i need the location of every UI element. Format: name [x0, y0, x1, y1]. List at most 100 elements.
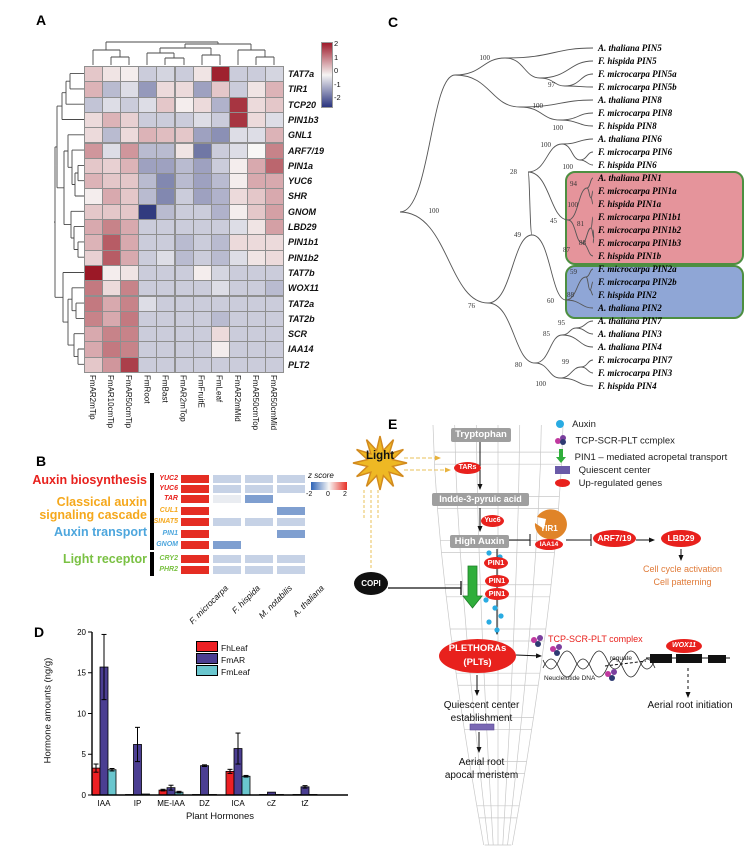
bootstrap-value: 100	[429, 207, 440, 215]
heatmap-row-label: ARF7/19	[288, 145, 325, 156]
panel-a-row-labels: TAT7a TIR1 TCP20 PIN1b3 GNL1 ARF7/19 PIN1a YUC6…	[288, 66, 343, 372]
high-auxin-box: High Auxin	[450, 535, 509, 548]
panel-b-cell	[181, 495, 209, 503]
heatmap-row-label: TAT7a	[288, 69, 315, 79]
tree-tip-label: F. microcarpa PIN1b3	[597, 238, 682, 248]
pin1-ellipse: PIN1	[484, 557, 508, 569]
panel-b-category-label: Auxin transport	[53, 525, 147, 539]
panel-b-category-bar	[150, 503, 154, 531]
copi-inhibition-line	[388, 581, 462, 595]
tree-tip-label: A. thaliana PIN4	[597, 342, 662, 352]
panel-a-heatmap	[84, 66, 285, 373]
quiescent-center-rect	[469, 723, 495, 731]
panel-b-cell	[213, 566, 241, 574]
colorbar-tick: 1	[334, 52, 339, 62]
tree-tip-label: F. microcarpa PIN8	[597, 108, 673, 118]
legend-row-fhleaf: FhLeaf	[196, 641, 248, 653]
colorbar-tick: -1	[334, 79, 341, 89]
y-tick-label: 20	[77, 628, 86, 637]
heatmap-col-label: FmAR2mMid	[232, 375, 242, 422]
tree-tip-label: F. microcarpa PIN5a	[597, 69, 677, 79]
panel-b-category-label: Auxin biosynthesis	[32, 473, 147, 487]
bootstrap-value: 80	[515, 361, 523, 369]
tree-tip-label: F. hispida PIN5	[597, 56, 657, 66]
bootstrap-value: 81	[577, 220, 585, 228]
legend-quiescent: Quiescent center	[555, 465, 650, 476]
bootstrap-value: 45	[550, 217, 558, 225]
legend-row-fmleaf: FmLeaf	[196, 665, 250, 677]
fhleaf-label: FhLeaf	[221, 643, 248, 653]
dna-squiggle	[542, 650, 656, 678]
panel-b-cell	[277, 475, 305, 483]
panel-d-y-axis-label: Hormone amounts (ng/g)	[42, 657, 54, 764]
tir1-label: TIR1	[540, 524, 558, 533]
tree-tip-label: F. hispida PIN1b	[597, 251, 662, 261]
tree-tip-label: F. microcarpa PIN7	[597, 355, 673, 365]
heatmap-row-label: PIN1b2	[288, 252, 319, 263]
left-dendrogram	[54, 73, 84, 365]
panel-b-category-bar	[150, 529, 154, 550]
arm-line1: Aerial root	[458, 757, 505, 768]
bootstrap-value: 95	[558, 319, 566, 327]
tree-tip-label: F. microcarpa PIN6	[597, 147, 673, 157]
bootstrap-value: 99	[562, 358, 570, 366]
light-star-icon	[352, 435, 408, 491]
panel-b-gene-label: GNOM	[156, 541, 178, 548]
panel-c-phylogenetic-tree: A. thaliana PIN5 F. hispida PIN5 F. microc…	[399, 43, 744, 391]
heatmap-row-label: PIN1b3	[288, 114, 319, 125]
tree-tip-label: F. microcarpa PIN1a	[597, 186, 677, 196]
lbd29-ellipse: LBD29	[661, 530, 701, 547]
colorbar-tick: 0	[334, 66, 339, 76]
fmar-label: FmAR	[221, 655, 246, 665]
heatmap-row-label: GNOM	[288, 206, 316, 217]
x-category-label: DZ	[199, 799, 210, 808]
heatmap-row-label: GNL1	[288, 130, 313, 141]
heatmap-row-label: PLT2	[288, 359, 310, 370]
panel-b-cell	[181, 485, 209, 493]
bootstrap-value: 76	[468, 302, 476, 310]
bootstrap-value: 59	[570, 268, 578, 276]
tree-tip-label: F. microcarpa PIN1b1	[597, 212, 681, 222]
tree-tip-label: F. hispida PIN8	[597, 121, 657, 131]
iaa14-ellipse: IAA14	[535, 539, 563, 550]
panel-b-cell	[213, 541, 241, 549]
x-category-label: IP	[134, 799, 142, 808]
tree-tip-label: F. hispida PIN6	[597, 160, 657, 170]
qc-line1: Quiescent center	[443, 700, 520, 711]
panel-b-cell	[181, 518, 209, 526]
bootstrap-value: 100	[568, 201, 579, 209]
indole-pyruvic-box: Indde-3-pyruic acid	[432, 493, 529, 506]
heatmap-col-label: FmLeaf	[214, 375, 224, 403]
bar-FmLeaf	[107, 769, 117, 796]
panel-b-cell	[181, 507, 209, 515]
heatmap-row-label: SCR	[288, 329, 308, 340]
panel-b-category-bar	[150, 473, 154, 503]
plethoras-line2: (PLTs)	[463, 657, 492, 668]
bootstrap-value: 100	[536, 380, 547, 388]
fhleaf-swatch	[196, 641, 218, 652]
aerial-root-meristem-text: Aerial root apocal meristem	[433, 756, 530, 782]
bootstrap-value: 100	[533, 102, 544, 110]
bootstrap-value: 88	[579, 239, 587, 247]
panel-b-gene-label: PIN1	[162, 530, 178, 537]
auxin-dot-icon	[556, 420, 564, 429]
panel-e-drawing	[352, 424, 730, 846]
panel-b-gene-label: YUC6	[159, 485, 178, 492]
tree-tip-label: F. hispida PIN2	[597, 290, 657, 300]
panel-c-label: C	[388, 14, 399, 30]
tree-tip-label: F. microcarpa PIN5b	[597, 82, 677, 92]
y-tick-label: 0	[82, 791, 87, 800]
heatmap-col-label: FmBast	[160, 375, 170, 403]
x-category-label: cZ	[267, 799, 276, 808]
panel-a-col-labels: FmAR2mTip FmAR10cmTip FmAR50cmTip FmRoot FmB…	[84, 375, 284, 455]
bootstrap-value: 49	[514, 231, 522, 239]
tree-tip-label: A. thaliana PIN2	[597, 303, 662, 313]
tars-ellipse: TARs	[454, 462, 481, 474]
panel-b-cell	[213, 495, 241, 503]
panel-b-zscore-gradient	[311, 482, 347, 490]
copi-ellipse: COPI	[354, 572, 388, 595]
bootstrap-value: 28	[510, 168, 518, 176]
heatmap-row-label: PIN1a	[288, 160, 314, 171]
y-tick-label: 10	[77, 709, 86, 718]
fmar-swatch	[196, 653, 218, 664]
